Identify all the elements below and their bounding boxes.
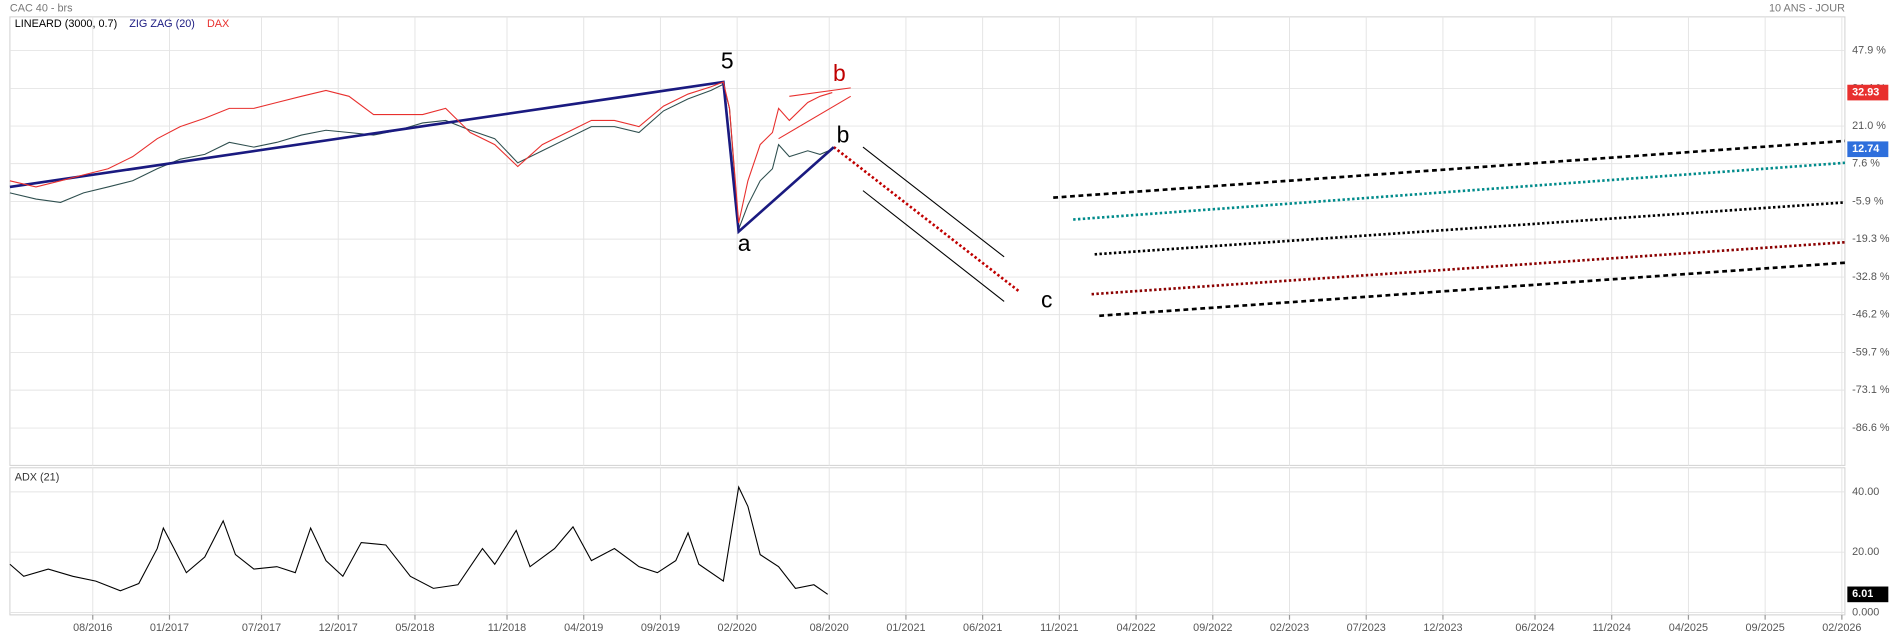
x-tick-label: 04/2025 <box>1669 622 1708 634</box>
value-box <box>1847 84 1889 101</box>
value-box-label: 12.74 <box>1852 143 1879 155</box>
wave-label: a <box>738 230 751 256</box>
x-tick-label: 02/2023 <box>1270 622 1309 634</box>
x-tick-label: 11/2018 <box>488 622 526 634</box>
y-tick-label: 20.00 <box>1852 546 1879 558</box>
drawing-line <box>1053 139 1846 199</box>
drawing-line <box>1099 261 1846 318</box>
drawing-line <box>862 146 1005 258</box>
x-tick-label: 07/2017 <box>242 622 281 634</box>
y-tick-label: -73.1 % <box>1852 384 1890 396</box>
drawing-line <box>833 146 1021 293</box>
adx-panel <box>9 467 1846 616</box>
adx-line <box>9 485 828 595</box>
x-tick-label: 12/2023 <box>1423 622 1462 634</box>
series-line <box>1094 201 1846 256</box>
x-tick-label: 09/2025 <box>1746 622 1785 634</box>
y-tick-label: 0.000 <box>1852 606 1879 618</box>
x-tick-label: 02/2026 <box>1822 622 1861 634</box>
x-tick-label: 05/2018 <box>395 622 434 634</box>
value-box <box>1847 586 1889 603</box>
x-tick-label: 09/2019 <box>641 622 680 634</box>
x-tick-label: 07/2023 <box>1347 622 1386 634</box>
wave-label: c <box>1041 286 1052 312</box>
legend-entry: LINEARD (3000, 0.7) <box>15 18 117 30</box>
value-box-label: 32.93 <box>1852 86 1879 98</box>
y-tick-label: -32.8 % <box>1852 271 1890 283</box>
x-tick-label: 01/2021 <box>886 622 925 634</box>
y-tick-label: -86.6 % <box>1852 422 1890 434</box>
drawing-line <box>862 190 1005 302</box>
legend-entry: ZIG ZAG (20) <box>129 18 195 30</box>
x-tick-label: 08/2016 <box>73 622 112 634</box>
value-box-label: 6.01 <box>1852 588 1873 600</box>
x-tick-label: 04/2022 <box>1116 622 1155 634</box>
drawing-line <box>1073 161 1846 221</box>
y-tick-label: 47.9 % <box>1852 44 1886 56</box>
x-tick-label: 12/2017 <box>319 622 358 634</box>
y-tick-label: 40.00 <box>1852 486 1879 498</box>
x-tick-label: 08/2020 <box>810 622 849 634</box>
y-tick-label: -19.3 % <box>1852 233 1890 245</box>
x-tick-label: 09/2022 <box>1193 622 1232 634</box>
y-tick-label: -5.9 % <box>1852 195 1884 207</box>
x-tick-label: 01/2017 <box>150 622 189 634</box>
adx-title: ADX (21) <box>15 471 60 483</box>
x-tick-label: 11/2024 <box>1593 622 1631 634</box>
legend-entry: DAX <box>207 18 229 30</box>
chart-title: CAC 40 - brs <box>10 2 73 14</box>
x-tick-label: 02/2020 <box>718 622 757 634</box>
x-tick-label: 04/2019 <box>564 622 603 634</box>
x-tick-label: 11/2021 <box>1040 622 1078 634</box>
y-tick-label: -59.7 % <box>1852 346 1890 358</box>
y-tick-label: 7.6 % <box>1852 158 1880 170</box>
main-panel <box>9 16 1846 466</box>
drawing-line <box>778 95 851 140</box>
value-box <box>1847 141 1889 158</box>
x-tick-label: 06/2021 <box>963 622 1002 634</box>
y-tick-label: 21.0 % <box>1852 120 1886 132</box>
y-tick-label: -46.2 % <box>1852 309 1890 321</box>
chart-subtitle: 10 ANS - JOUR <box>1769 2 1845 14</box>
series-line <box>9 80 835 235</box>
drawing-line <box>1091 240 1846 296</box>
drawing-line <box>789 87 851 97</box>
wave-label: 5 <box>721 48 734 74</box>
wave-label: b <box>837 121 850 147</box>
series-line <box>9 81 833 224</box>
x-tick-label: 06/2024 <box>1515 622 1554 634</box>
wave-label: b <box>833 60 846 86</box>
